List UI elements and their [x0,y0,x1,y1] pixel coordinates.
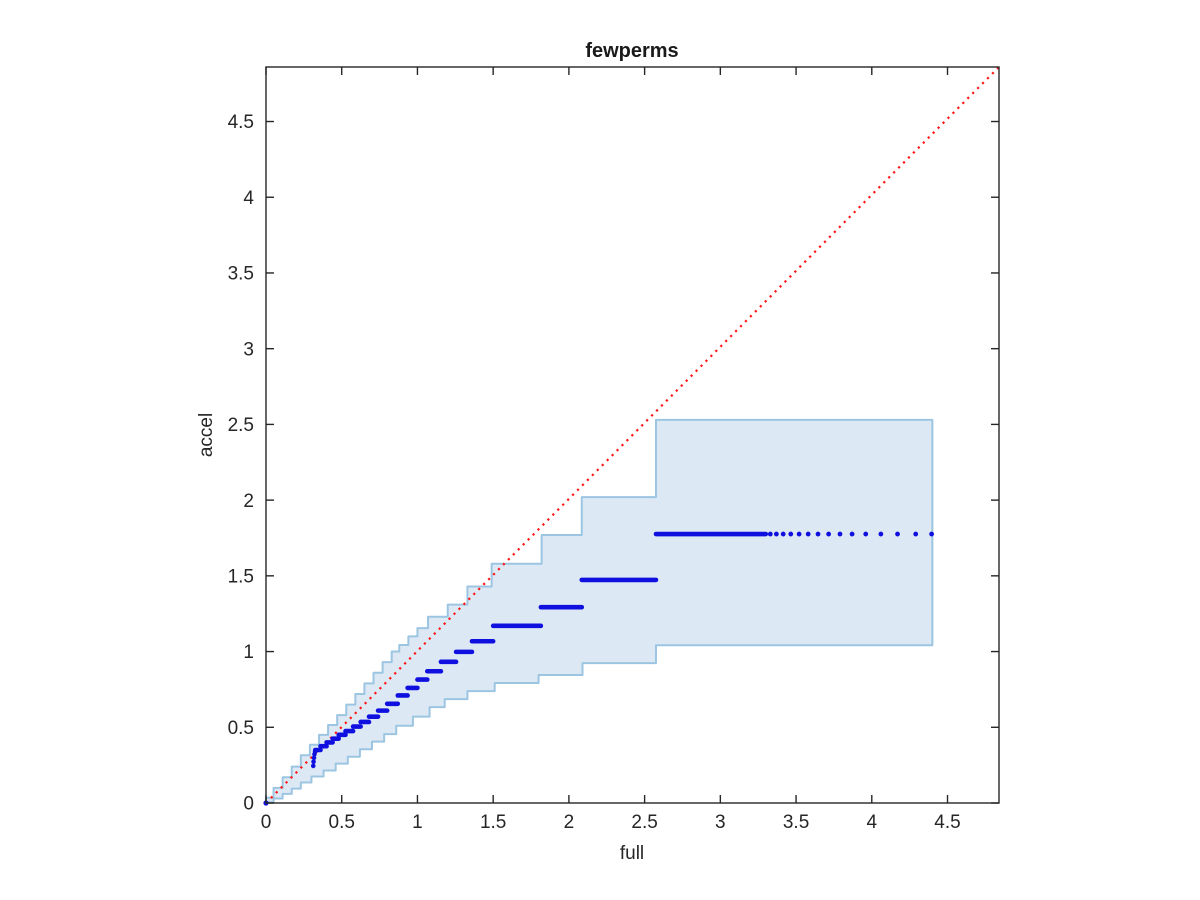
x-tick-label: 3 [715,812,726,833]
x-axis-label: full [620,843,644,864]
data-point [849,531,855,537]
identity-reference-line [265,66,1000,804]
x-tick-label: 4 [866,812,877,833]
data-point [780,531,786,537]
data-point [929,531,935,537]
x-tick-label: 0 [261,812,272,833]
data-point [796,531,802,537]
tick-labels-layer: 0 0.5 1 1.5 2 2.5 3 3.5 4 4.5 0 0.5 1 1.5 2 2.5 3 3.5 4 4.5 [228,112,961,833]
data-point [895,531,900,537]
data-point [815,531,821,537]
data-point [311,755,317,761]
y-tick-label: 1 [243,642,254,663]
identity-line-layer [265,66,1000,804]
y-tick-label: 0 [243,794,254,815]
y-tick-label: 4 [243,188,254,209]
y-tick-label: 3.5 [228,264,254,285]
y-tick-label: 4.5 [228,112,254,133]
data-point [311,759,316,765]
y-tick-label: 2.5 [228,415,254,436]
confidence-band-layer [265,418,934,804]
y-tick-label: 1.5 [228,566,254,587]
data-point [913,531,919,537]
data-point [826,531,832,537]
data-point [773,531,779,537]
data-point [310,763,316,769]
data-point [837,531,843,537]
x-tick-label: 1 [412,812,423,833]
y-tick-label: 3 [243,339,254,360]
axes-layer [265,66,1000,804]
data-point [788,531,794,537]
data-point [767,531,773,537]
data-point [863,531,869,537]
data-point [878,531,884,537]
y-tick-label: 0.5 [228,718,254,739]
x-tick-label: 2 [564,812,575,833]
x-tick-label: 3.5 [783,812,809,833]
y-tick-label: 2 [243,491,254,512]
data-points-layer [263,531,935,806]
confidence-band [265,418,934,804]
chart-title: fewperms [585,40,678,62]
x-tick-label: 1.5 [480,812,506,833]
x-tick-label: 0.5 [329,812,355,833]
data-point [805,531,811,537]
x-tick-label: 4.5 [934,812,960,833]
axes-box [265,66,1000,804]
y-axis-label: accel [196,413,217,457]
x-tick-label: 2.5 [631,812,657,833]
